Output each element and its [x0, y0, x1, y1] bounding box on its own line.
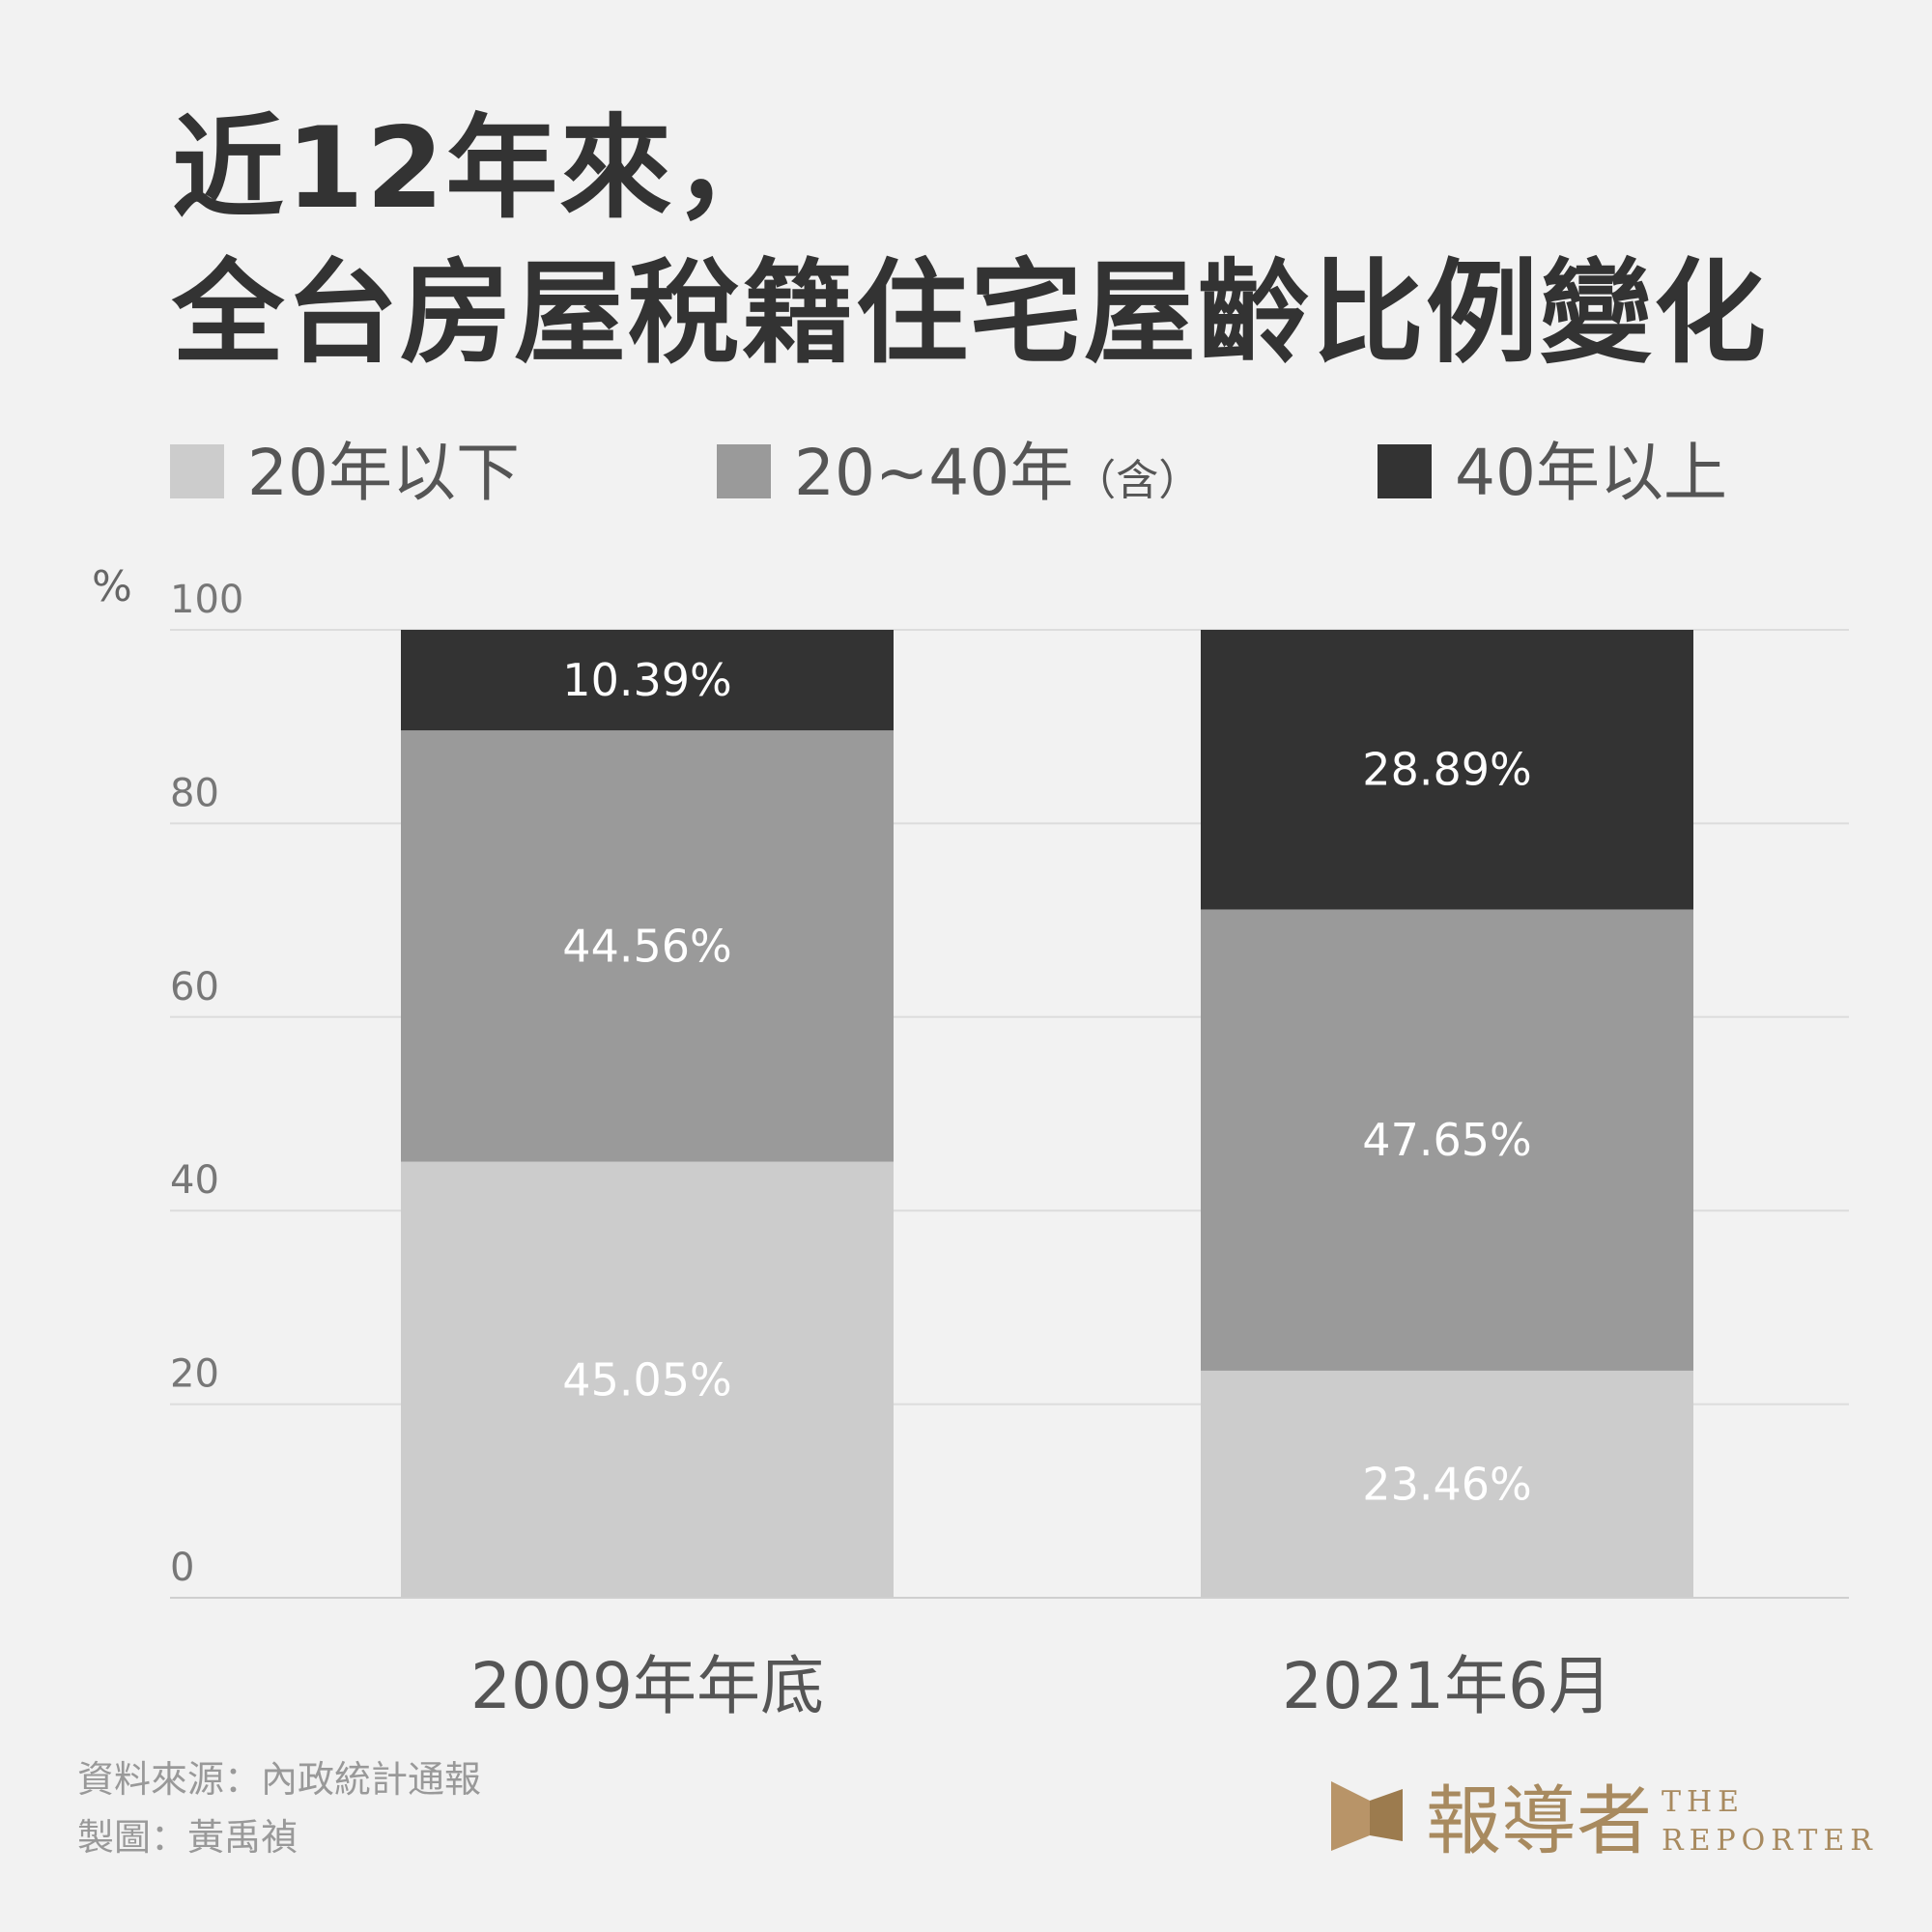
author-text: 製圖：黃禹禎 [77, 1816, 298, 1859]
stacked-bar-chart: 0 20 40 60 80 100 45.05% 44.56% 10.39% 2009年年底 23… [92, 562, 1849, 1719]
y-tick-label: 40 [170, 1158, 219, 1203]
data-label: 44.56% [562, 920, 731, 972]
chart-title: 近12年來， 全台房屋稅籍住宅屋齡比例變化 [172, 97, 1768, 386]
brand-english-line-1: THE [1662, 1785, 1746, 1819]
data-label: 23.46% [1362, 1458, 1531, 1510]
data-source-text: 資料來源：內政統計通報 [77, 1758, 482, 1801]
y-tick-label: 60 [170, 965, 219, 1009]
data-label: 45.05% [562, 1353, 731, 1406]
y-tick-label: 20 [170, 1352, 219, 1397]
legend: 20年以下 20~40年（含） 40年以上 [0, 435, 1932, 512]
legend-swatch-under-20 [170, 444, 224, 498]
chart-title-line-2: 全台房屋稅籍住宅屋齡比例變化 [172, 248, 1768, 379]
legend-label-suffix: （含） [1073, 456, 1202, 505]
x-category-label: 2009年年底 [470, 1649, 824, 1719]
y-tick-label: 80 [170, 771, 219, 815]
legend-label-under-20: 20年以下 [247, 436, 520, 510]
x-category-label: 2021年6月 [1282, 1649, 1612, 1719]
legend-label-20-to-40: 20~40年（含） [794, 436, 1202, 510]
chart-title-line-1: 近12年來， [172, 103, 788, 234]
brand-english-name: THE REPORTER [1662, 1783, 1878, 1861]
bar-segment [401, 730, 894, 1162]
brand-logo: 報導者 THE REPORTER [1331, 1774, 1872, 1870]
bar-segment [401, 630, 894, 731]
y-tick-label: 100 [170, 578, 243, 622]
source-note: 資料來源：內政統計通報 製圖：黃禹禎 [77, 1750, 481, 1866]
data-label: 10.39% [562, 654, 731, 706]
brand-chinese-name: 報導者 [1426, 1778, 1653, 1865]
data-label: 28.89% [1362, 744, 1531, 796]
reporter-logo-icon [1331, 1781, 1403, 1851]
y-axis-unit: % [92, 562, 132, 611]
data-label: 47.65% [1362, 1114, 1531, 1166]
brand-english-line-2: REPORTER [1662, 1824, 1878, 1858]
bar-segment [1201, 630, 1693, 910]
bar-segment [1201, 1370, 1693, 1598]
legend-label-over-40: 40年以上 [1455, 436, 1727, 510]
bar-segment [401, 1161, 894, 1598]
y-tick-label: 0 [170, 1546, 194, 1590]
bar-segment [1201, 909, 1693, 1371]
legend-swatch-20-to-40 [717, 444, 771, 498]
legend-swatch-over-40 [1378, 444, 1432, 498]
